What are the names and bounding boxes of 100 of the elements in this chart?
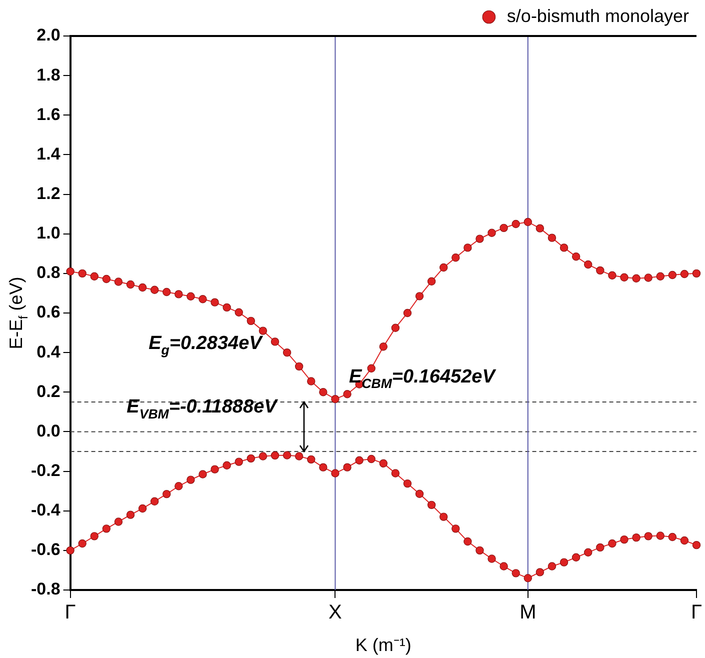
y-tick-label: -0.4 (30, 500, 61, 520)
point (66, 267, 74, 276)
point (150, 286, 159, 294)
point (102, 274, 111, 284)
point (270, 338, 280, 346)
y-tick-label: 1.2 (36, 184, 60, 203)
point (500, 562, 508, 570)
point (198, 295, 207, 304)
y-tick-label: 2.0 (36, 26, 60, 45)
point (331, 469, 340, 478)
point (403, 308, 412, 318)
y-tick-label: 1.8 (36, 65, 60, 84)
point (452, 524, 460, 533)
point (126, 510, 135, 519)
y-tick-label: 0.8 (36, 263, 60, 282)
y-tick-label: 1.6 (36, 104, 60, 124)
point (282, 451, 292, 460)
point (620, 273, 628, 282)
point (524, 574, 532, 582)
point (246, 454, 256, 463)
point (126, 280, 135, 289)
point (488, 228, 496, 237)
point (596, 266, 604, 275)
point (114, 278, 123, 286)
point (78, 269, 86, 278)
point (512, 220, 520, 228)
point (391, 469, 400, 478)
point (632, 533, 640, 542)
point (66, 546, 74, 555)
point (572, 553, 580, 562)
y-tick-label: -0.8 (30, 580, 60, 599)
point (536, 568, 544, 576)
point (90, 532, 98, 540)
point (464, 537, 472, 546)
point (307, 377, 316, 386)
point (210, 465, 219, 474)
point (282, 348, 292, 357)
y-tick-label: -0.6 (30, 540, 60, 560)
point (174, 482, 183, 490)
y-tick-label: 0.6 (36, 302, 60, 322)
point (692, 269, 701, 278)
y-tick-label: -0.2 (30, 460, 60, 480)
point (379, 459, 388, 468)
point (668, 532, 677, 542)
point (427, 277, 436, 286)
point (488, 554, 496, 563)
point (632, 274, 640, 282)
legend-label: s/o-bismuth monolayer (506, 6, 690, 26)
point (90, 272, 98, 280)
point (222, 303, 231, 312)
point (644, 274, 652, 282)
point (234, 458, 243, 466)
point (427, 500, 436, 510)
point (270, 451, 280, 460)
x-axis-title: K (m⁻¹) (355, 635, 412, 655)
point (476, 546, 484, 555)
y-tick-label: 1.4 (36, 144, 61, 164)
point (452, 254, 460, 262)
point (331, 394, 340, 404)
point (656, 532, 664, 540)
point (512, 569, 520, 578)
point (656, 272, 664, 280)
point (319, 463, 328, 472)
point (620, 535, 628, 544)
point (415, 490, 424, 498)
point (150, 497, 159, 506)
x-tick-label: Γ (690, 602, 702, 624)
point (608, 271, 616, 280)
x-tick-label: X (328, 602, 342, 624)
point (186, 476, 195, 484)
y-tick-label: 0.2 (36, 382, 60, 401)
point (319, 388, 328, 396)
point (174, 290, 183, 298)
point (668, 270, 677, 280)
point (548, 562, 556, 570)
point (186, 292, 195, 300)
point (584, 548, 592, 557)
point (307, 455, 316, 464)
point (162, 490, 171, 498)
point (355, 456, 364, 465)
point (198, 470, 207, 478)
y-tick-label: 0.0 (36, 421, 60, 440)
point (222, 461, 231, 470)
point (644, 532, 652, 540)
point (440, 512, 448, 521)
point (560, 558, 568, 566)
y-tick-label: 1.0 (36, 224, 60, 243)
point (343, 390, 352, 398)
y-axis-title: E-Ef (eV) (6, 276, 30, 350)
point (560, 244, 568, 252)
point (258, 326, 268, 335)
point (379, 342, 388, 351)
point (367, 454, 376, 464)
point (692, 540, 701, 550)
point (536, 224, 544, 232)
point (680, 536, 689, 545)
point (524, 218, 532, 226)
point (572, 252, 580, 261)
point (102, 524, 111, 533)
point (114, 518, 123, 526)
